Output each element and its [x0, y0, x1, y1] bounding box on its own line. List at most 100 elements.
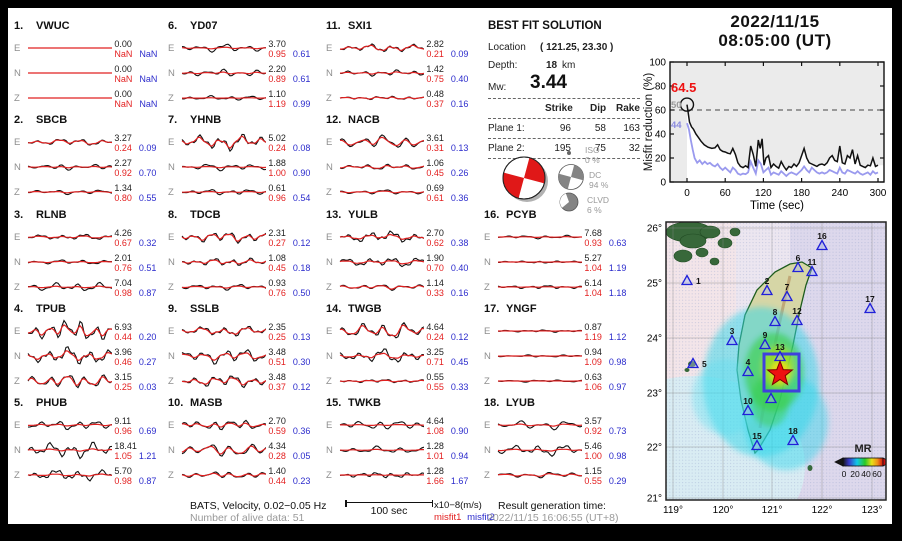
misfit2-value: 0.05: [292, 450, 311, 461]
station-code: YHNB: [190, 114, 222, 126]
misfit2-value: 0.32: [138, 237, 157, 248]
amplitude-value: 1.28: [426, 440, 444, 451]
focal-mechanism-beachballs: [502, 151, 584, 212]
misfit2-value: 0.40: [450, 73, 469, 84]
component-label: Z: [326, 187, 332, 198]
component-row: Z 0.48 0.37 0.16: [326, 86, 478, 111]
plot-frame: [669, 61, 885, 183]
component-row: N 3.25 0.71 0.45: [326, 344, 478, 369]
component-row: N 1.06 0.45 0.26: [326, 155, 478, 180]
component-label: N: [326, 445, 333, 456]
trace-values: 3.27 0.24 0.09: [114, 133, 166, 153]
x-tick-label: 240: [831, 188, 848, 199]
misfit1-value: 0.21: [426, 48, 444, 59]
misfit-values: 0.95 0.61: [268, 49, 320, 59]
misfit-reduction-chart: 100 80 60 40 20 0 0 60 120 180 240 300 64.5 50 44 Time …: [649, 58, 886, 212]
trace-values: 0.48 0.37 0.16: [426, 89, 478, 109]
station-number: 5.: [14, 397, 24, 409]
station-code: TDCB: [190, 209, 221, 221]
misfit-values: 0.76 0.50: [268, 288, 320, 298]
waveform-trace: [339, 257, 425, 268]
misfit2-value: 0.69: [138, 425, 157, 436]
table-rule: [488, 138, 640, 139]
dc-pct: 94 %: [589, 180, 609, 190]
component-label: Z: [326, 282, 332, 293]
station-title: 13. YULB: [326, 209, 478, 225]
colorbar-tick-label: 40: [861, 469, 871, 479]
station-number: 16.: [484, 209, 500, 221]
station-code: TWKB: [348, 397, 381, 409]
synthetic-waveform: [181, 233, 267, 242]
synthetic-waveform: [181, 327, 267, 335]
misfit-values: 0.44 0.20: [114, 332, 166, 342]
component-label: N: [326, 68, 333, 79]
misfit2-value: 0.70: [138, 167, 157, 178]
y-tick-label: 0: [660, 178, 666, 189]
component-label: Z: [168, 376, 174, 387]
component-row: E 0.00 NaN NaN: [14, 36, 166, 61]
observed-waveform: [27, 346, 113, 365]
misfit-values: 0.25 0.13: [268, 332, 320, 342]
station-number: 7.: [168, 114, 178, 126]
station-block: 1. VWUC E 0.00 NaN NaN N 0.00 NaN NaN Z 0.00 NaN NaN: [14, 20, 166, 111]
map-station-number: 3: [730, 326, 735, 336]
station-block: 9. SSLB E 2.35 0.25 0.13 N 3.48 0.51 0.30 Z 3.48 0.3…: [168, 303, 320, 394]
component-label: Z: [14, 187, 20, 198]
synthetic-waveform: [339, 233, 425, 241]
station-code: SSLB: [190, 303, 220, 315]
waveform-trace: [27, 441, 112, 460]
x-tick-label: 180: [793, 188, 810, 199]
station-code: YULB: [348, 209, 378, 221]
component-row: E 7.68 0.93 0.63: [484, 225, 636, 250]
station-title: 18. LYUB: [484, 397, 636, 413]
mr-colorbar: [842, 457, 884, 467]
trace-values: 7.68 0.93 0.63: [584, 228, 636, 248]
component-label: Z: [14, 470, 20, 481]
component-row: Z 3.48 0.37 0.12: [168, 369, 320, 394]
mainland-coast: [699, 225, 721, 239]
map-station-number: 1: [696, 276, 701, 286]
misfit2-value: 0.73: [608, 425, 627, 436]
misfit-values: 1.06 0.97: [584, 382, 636, 392]
depth-value: 18: [546, 60, 558, 71]
misfit2-value: 0.51: [138, 262, 157, 273]
misfit1-value: 0.89: [268, 73, 286, 84]
station-code: SBCB: [36, 114, 68, 126]
amplitude-value: 1.34: [114, 182, 132, 193]
misfit1-legend: misfit1: [434, 512, 462, 523]
misfit2-value: 0.23: [292, 475, 311, 486]
misfit-values: 1.04 1.18: [584, 288, 636, 298]
misfit1-value: 0.46: [114, 356, 132, 367]
misfit1-value: 0.93: [584, 237, 602, 248]
synthetic-waveform: [27, 235, 112, 239]
component-row: E 0.87 1.19 1.12: [484, 319, 636, 344]
misfit-values: 0.59 0.36: [268, 426, 320, 436]
misfit1-value: NaN: [114, 98, 133, 109]
synthetic-waveform: [339, 324, 424, 337]
plane1-dip: 58: [594, 123, 606, 134]
map-station-number: 18: [788, 426, 798, 436]
misfit1-value: 1.08: [426, 425, 444, 436]
synthetic-waveform: [181, 135, 267, 149]
map-station-triangle: [791, 261, 805, 273]
map-station-triangle: [780, 290, 794, 302]
trace-values: 4.26 0.67 0.32: [114, 228, 166, 248]
waveform-trace: [27, 468, 113, 482]
waveform-trace: [27, 189, 113, 196]
amplitude-value: 1.28: [426, 465, 444, 476]
component-label: N: [14, 257, 21, 268]
mainland-coast: [717, 237, 733, 249]
trace-values: 7.04 0.98 0.87: [114, 278, 166, 298]
synthetic-waveform: [27, 423, 112, 427]
component-row: E 3.70 0.95 0.61: [168, 36, 320, 61]
component-label: Z: [14, 282, 20, 293]
misfit-values: 1.05 1.21: [114, 451, 166, 461]
lat-label: 22°: [647, 443, 662, 454]
misfit2-value: NaN: [139, 48, 158, 59]
station-title: 2. SBCB: [14, 114, 166, 130]
x-tick-label: 0: [684, 188, 690, 199]
component-label: Z: [484, 376, 490, 387]
trace-values: 3.25 0.71 0.45: [426, 347, 478, 367]
component-label: E: [168, 232, 175, 243]
synthetic-waveform: [339, 71, 424, 75]
